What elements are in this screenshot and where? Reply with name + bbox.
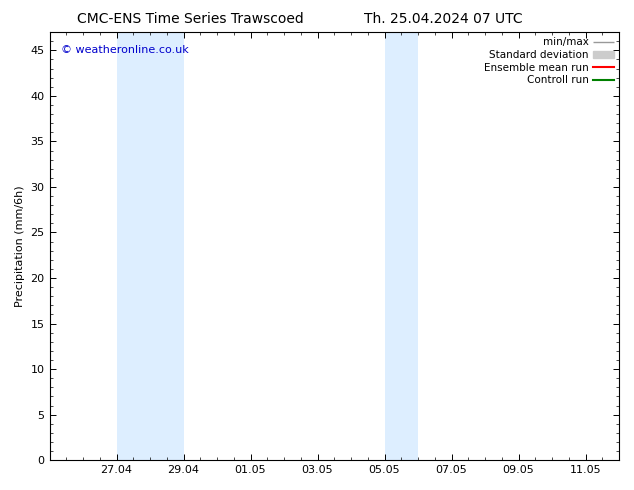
Y-axis label: Precipitation (mm/6h): Precipitation (mm/6h): [15, 185, 25, 307]
Text: Th. 25.04.2024 07 UTC: Th. 25.04.2024 07 UTC: [365, 12, 523, 26]
Text: CMC-ENS Time Series Trawscoed: CMC-ENS Time Series Trawscoed: [77, 12, 304, 26]
Legend: min/max, Standard deviation, Ensemble mean run, Controll run: min/max, Standard deviation, Ensemble me…: [482, 35, 616, 87]
Text: © weatheronline.co.uk: © weatheronline.co.uk: [61, 45, 189, 55]
Bar: [384, 32, 418, 460]
Bar: [117, 32, 183, 460]
